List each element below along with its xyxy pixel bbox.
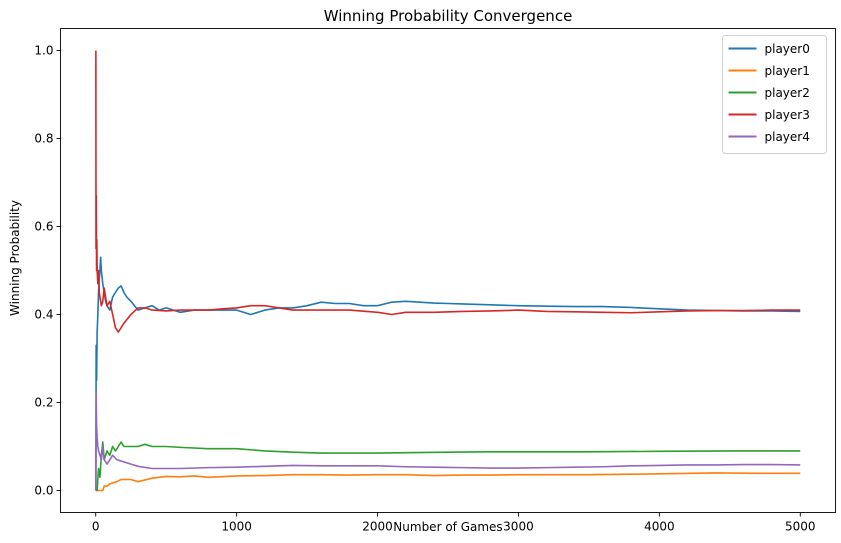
x-axis-ticks: 0 1000 2000 3000 4000 5000 bbox=[92, 512, 816, 534]
legend-label-player3: player3 bbox=[765, 108, 810, 122]
series-line-player3 bbox=[95, 50, 801, 333]
legend-label-player4: player4 bbox=[765, 130, 810, 144]
x-tick-label: 2000 bbox=[362, 520, 393, 534]
y-tick-label: 1.0 bbox=[34, 44, 53, 58]
x-axis-label: Number of Games bbox=[393, 520, 502, 534]
legend-label-player1: player1 bbox=[765, 64, 810, 78]
legend-label-player2: player2 bbox=[765, 86, 810, 100]
legend-box bbox=[722, 35, 827, 154]
y-tick-label: 0.2 bbox=[34, 396, 53, 410]
x-tick-label: 3000 bbox=[503, 520, 534, 534]
x-tick-label: 0 bbox=[92, 520, 100, 534]
legend-label-player0: player0 bbox=[765, 42, 810, 56]
y-tick-label: 0.6 bbox=[34, 220, 53, 234]
y-axis-ticks: 0.0 0.2 0.4 0.6 0.8 1.0 bbox=[34, 44, 61, 498]
x-tick-label: 4000 bbox=[644, 520, 675, 534]
x-tick-label: 1000 bbox=[221, 520, 252, 534]
x-tick-label: 5000 bbox=[785, 520, 816, 534]
y-axis-label: Winning Probability bbox=[8, 200, 22, 316]
series-line-player2 bbox=[95, 441, 801, 492]
series-layer bbox=[95, 50, 801, 492]
y-tick-label: 0.8 bbox=[34, 132, 53, 146]
chart-title: Winning Probability Convergence bbox=[324, 7, 573, 25]
legend: player0 player1 player2 player3 player4 bbox=[722, 35, 827, 154]
y-tick-label: 0.0 bbox=[34, 484, 53, 498]
series-line-player4 bbox=[95, 392, 801, 491]
plot-frame bbox=[60, 28, 836, 513]
series-line-player0 bbox=[95, 256, 801, 491]
series-line-player1 bbox=[95, 472, 801, 492]
y-tick-label: 0.4 bbox=[34, 308, 53, 322]
